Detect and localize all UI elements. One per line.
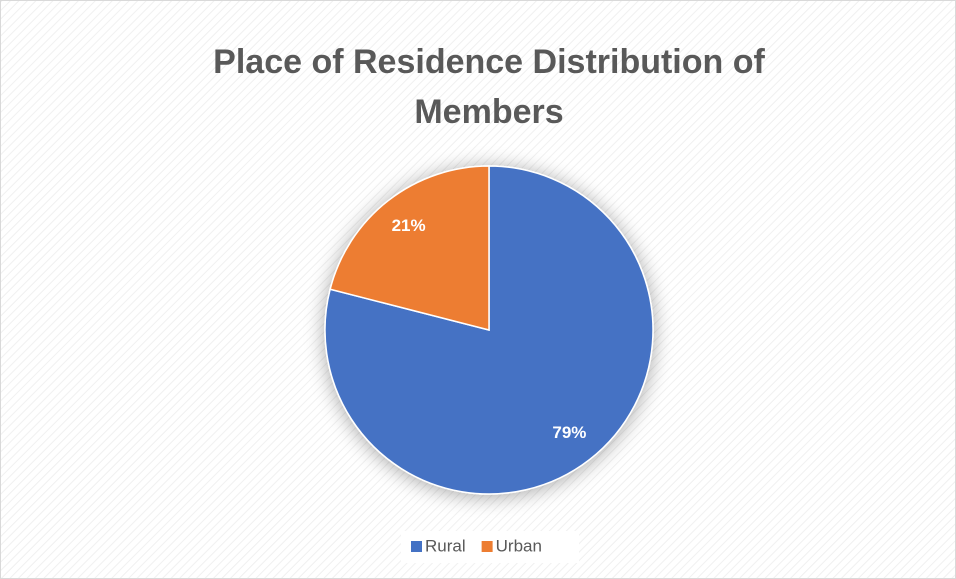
data-label: 79% [552,423,586,442]
data-labels: 79% 21% [392,216,587,442]
pie-slice [329,165,490,331]
legend-label: Urban [496,536,542,555]
legend-swatch [481,541,493,552]
legend: Rural Urban [411,536,542,555]
legend-label: Rural [425,536,466,555]
pie-slice [324,165,654,495]
data-label: 21% [392,216,426,235]
chart-title: Place of Residence Distribution of Membe… [213,43,765,131]
pie [324,165,654,495]
legend-swatch [411,541,422,552]
